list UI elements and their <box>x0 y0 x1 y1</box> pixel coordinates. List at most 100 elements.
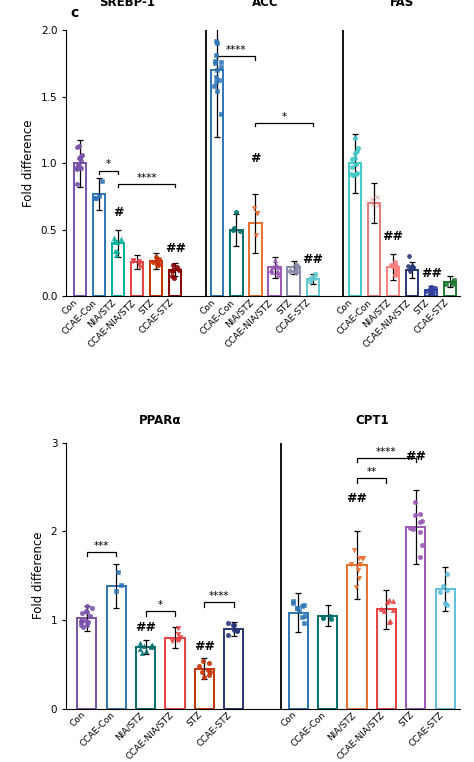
Point <box>349 169 357 181</box>
Point <box>442 597 449 609</box>
Point <box>199 655 207 668</box>
Text: c: c <box>70 6 78 20</box>
Point <box>436 586 444 598</box>
Point <box>405 250 412 262</box>
Point <box>439 580 447 592</box>
Point <box>217 62 225 74</box>
Point <box>213 64 221 76</box>
Point <box>92 192 100 204</box>
Point <box>444 599 451 611</box>
Point <box>290 597 297 609</box>
Point <box>130 254 137 266</box>
Point <box>175 634 182 646</box>
Point <box>448 276 456 288</box>
Text: PPARα: PPARα <box>139 414 182 427</box>
Point <box>75 160 82 172</box>
Point <box>175 264 182 276</box>
Point <box>444 584 451 596</box>
Point <box>83 600 91 613</box>
Point <box>389 594 396 607</box>
Bar <box>195 669 214 709</box>
Point <box>155 258 162 271</box>
Point <box>137 642 144 655</box>
Text: SREBP-1: SREBP-1 <box>100 0 155 9</box>
Point <box>154 258 162 270</box>
Point <box>419 515 426 527</box>
Bar <box>347 565 366 709</box>
Point <box>212 35 219 47</box>
Text: ****: **** <box>226 45 246 55</box>
Text: ****: **** <box>137 173 157 183</box>
Point <box>392 268 400 280</box>
Point <box>298 600 305 612</box>
Point <box>392 267 399 279</box>
Point <box>237 226 244 238</box>
Point <box>155 253 163 265</box>
Text: CPT1: CPT1 <box>355 414 389 427</box>
Point <box>368 193 376 205</box>
Point <box>291 264 299 277</box>
Point <box>387 615 394 627</box>
Point <box>311 268 319 280</box>
Point <box>234 625 241 637</box>
Point <box>233 624 241 636</box>
Point <box>168 264 175 277</box>
Bar <box>136 647 155 709</box>
Point <box>392 264 400 276</box>
Point <box>86 610 93 622</box>
Point <box>205 668 212 680</box>
Point <box>416 551 424 563</box>
Bar <box>289 613 308 709</box>
Point <box>269 266 276 278</box>
Point <box>78 614 86 626</box>
Point <box>91 192 99 204</box>
Point <box>224 629 232 641</box>
Point <box>359 552 366 564</box>
Point <box>230 222 238 234</box>
Point <box>351 133 358 145</box>
Point <box>409 261 416 274</box>
Point <box>148 639 155 651</box>
Point <box>407 262 415 274</box>
Point <box>137 636 144 648</box>
Bar <box>307 279 319 296</box>
Point <box>83 607 91 619</box>
Bar <box>107 586 126 709</box>
Point <box>230 624 238 636</box>
Point <box>353 168 360 180</box>
Point <box>73 162 81 174</box>
Point <box>428 280 435 293</box>
Point <box>168 635 176 647</box>
Point <box>347 168 355 181</box>
Point <box>171 271 178 283</box>
Point <box>348 153 356 165</box>
Text: **: ** <box>366 467 377 477</box>
Text: ##: ## <box>346 491 367 504</box>
Point <box>417 526 424 538</box>
Point <box>404 260 412 272</box>
Bar <box>131 262 143 296</box>
Point <box>176 631 183 643</box>
Point <box>95 190 102 202</box>
Bar <box>249 223 262 296</box>
Text: *: * <box>158 600 163 610</box>
Point <box>147 640 155 652</box>
Point <box>110 232 118 245</box>
Point <box>142 645 150 658</box>
Point <box>273 265 281 277</box>
Point <box>326 610 333 622</box>
Point <box>307 275 314 287</box>
Point <box>206 666 213 678</box>
Point <box>289 595 297 607</box>
Point <box>292 266 299 278</box>
Point <box>82 605 90 617</box>
Point <box>267 264 275 276</box>
Point <box>73 178 81 190</box>
Point <box>419 539 426 552</box>
Point <box>307 272 314 284</box>
Point <box>409 261 417 274</box>
Point <box>416 508 424 520</box>
Point <box>79 620 86 632</box>
Point <box>140 640 148 652</box>
Point <box>354 142 362 154</box>
